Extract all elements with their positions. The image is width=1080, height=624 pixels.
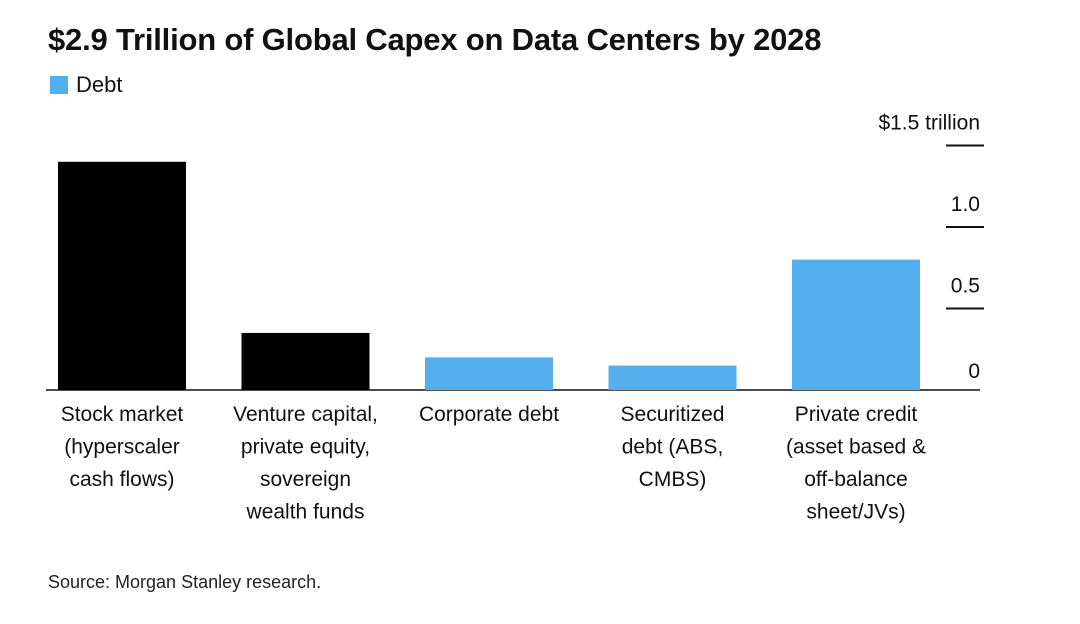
y-tick-label: $1.5 trillion	[878, 112, 980, 135]
chart-title: $2.9 Trillion of Global Capex on Data Ce…	[48, 22, 822, 57]
x-category-label-line: (hyperscaler	[64, 436, 180, 459]
bar	[425, 357, 553, 390]
x-category-label-line: Securitized	[621, 403, 725, 426]
source-note: Source: Morgan Stanley research.	[48, 572, 322, 592]
x-category-label: Private credit (asset based & off-balance s…	[786, 403, 926, 524]
chart-legend: Debt	[50, 72, 122, 98]
x-category-label-line: debt (ABS,	[622, 436, 724, 459]
x-category-label: Stock market (hyperscaler cash flows)	[61, 403, 184, 491]
x-category-label-line: Venture capital,	[233, 403, 378, 426]
x-category-label-line: off-balance	[804, 468, 908, 491]
bar	[792, 259, 920, 390]
x-category-label: Corporate debt	[419, 403, 559, 426]
x-category-label-line: Private credit	[795, 403, 918, 426]
y-tick-label: 0.5	[951, 275, 980, 298]
legend-swatch-debt	[50, 76, 68, 94]
x-category-label-line: (asset based &	[786, 436, 926, 459]
x-category-label-line: sheet/JVs)	[806, 501, 905, 524]
x-category-label-line: Stock market	[61, 403, 184, 426]
x-category-label-line: cash flows)	[69, 468, 174, 491]
y-tick-label: 1.0	[951, 193, 980, 216]
bar	[241, 332, 370, 390]
x-category-label-line: Corporate debt	[419, 403, 559, 426]
legend-label-debt: Debt	[76, 72, 123, 97]
x-category-label: Securitized debt (ABS, CMBS)	[621, 403, 725, 491]
y-tick-label: 0	[968, 360, 980, 383]
bar-chart: 0 0.5 1.0 $1.5 trillion Stock market (hypersc…	[46, 112, 984, 524]
x-category-label-line: private equity,	[241, 436, 370, 459]
bar	[58, 161, 186, 390]
x-category-label-line: sovereign	[260, 468, 351, 491]
x-category-label-line: wealth funds	[246, 501, 365, 524]
bar	[608, 365, 737, 390]
x-category-label: Venture capital, private equity, sovereign…	[233, 403, 378, 524]
x-category-label-line: CMBS)	[639, 468, 707, 491]
